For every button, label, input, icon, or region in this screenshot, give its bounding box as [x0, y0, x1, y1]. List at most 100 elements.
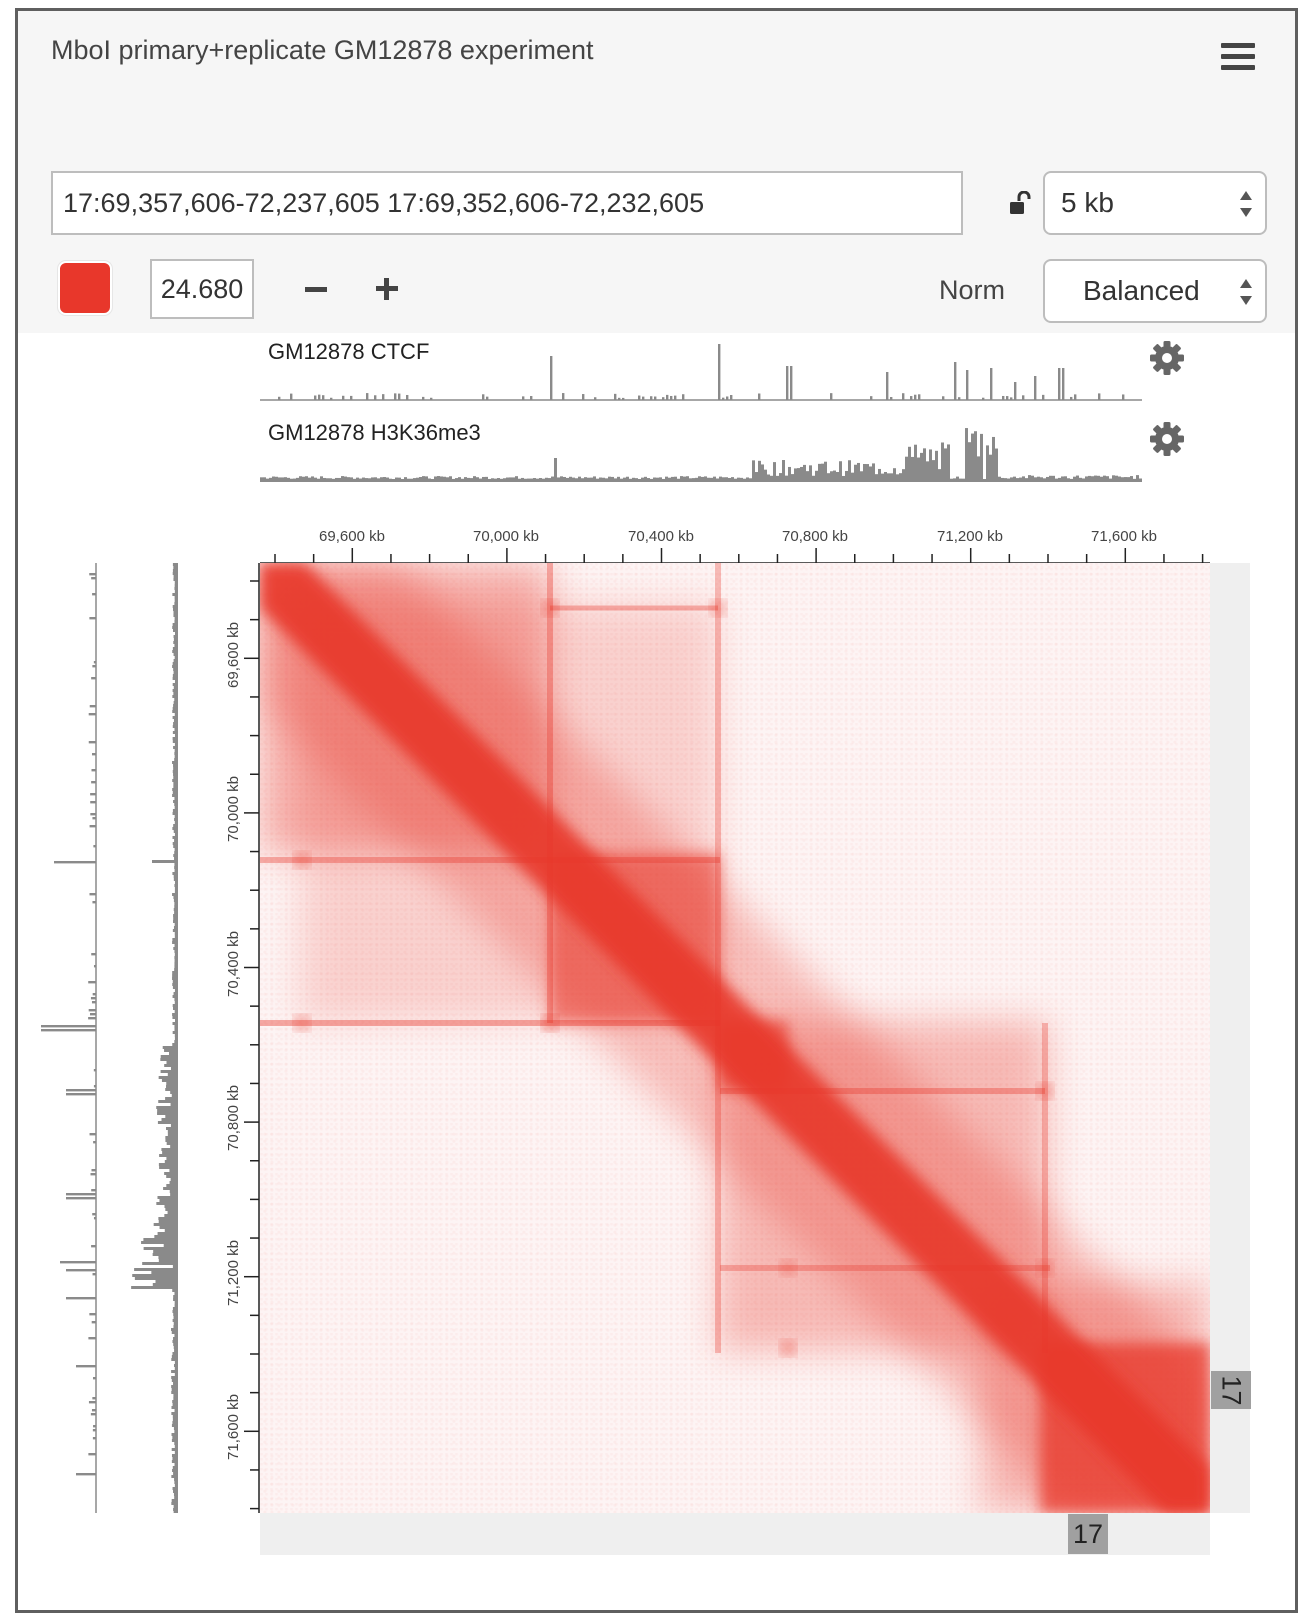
signal-bar: [491, 478, 494, 482]
signal-bar: [863, 463, 866, 482]
signal-bar: [590, 477, 593, 482]
signal-bar: [174, 602, 178, 605]
signal-bar: [173, 992, 178, 995]
signal-bar: [159, 1226, 178, 1229]
signal-bar: [380, 477, 383, 482]
signal-bar: [554, 458, 557, 482]
signal-bar: [161, 1148, 178, 1151]
signal-bar: [941, 442, 944, 482]
signal-bar: [1079, 477, 1082, 482]
signal-bar: [174, 989, 178, 992]
signal-bar: [172, 929, 178, 932]
signal-bar: [695, 477, 698, 482]
signal-bar: [368, 478, 371, 482]
signal-bar: [174, 749, 178, 752]
signal-bar: [1022, 395, 1025, 400]
signal-bar: [172, 647, 178, 650]
signal-bar: [1014, 382, 1017, 400]
signal-bar: [617, 476, 620, 482]
signal-bar: [54, 861, 96, 864]
gear-icon[interactable]: [1148, 339, 1186, 377]
signal-bar: [1136, 475, 1139, 482]
signal-bar: [550, 356, 553, 400]
decrease-scale-button[interactable]: [301, 275, 333, 303]
signal-bar: [157, 1196, 178, 1199]
normalization-select[interactable]: Balanced: [1043, 259, 1267, 323]
unlocked-padlock-icon[interactable]: [1008, 190, 1034, 217]
signal-bar: [66, 1269, 96, 1272]
signal-bar: [437, 476, 440, 482]
signal-bar: [91, 1321, 96, 1324]
signal-bar: [374, 395, 377, 400]
signal-bar: [174, 869, 178, 872]
signal-bar: [174, 1361, 178, 1364]
signal-bar: [92, 593, 96, 596]
signal-bar: [93, 1425, 96, 1428]
signal-bar: [172, 809, 178, 812]
signal-bar: [884, 471, 887, 482]
signal-bar: [845, 470, 848, 482]
signal-bar: [173, 668, 178, 671]
signal-bar: [172, 665, 178, 668]
signal-bar: [173, 692, 178, 695]
color-scale-max-input[interactable]: [150, 259, 254, 319]
signal-bar: [737, 477, 740, 482]
signal-bar: [854, 464, 857, 482]
resolution-select[interactable]: 5 kb: [1043, 171, 1267, 235]
signal-bar: [89, 705, 96, 708]
increase-scale-button[interactable]: [371, 273, 403, 305]
signal-bar: [545, 477, 548, 482]
signal-bar: [174, 1019, 178, 1022]
signal-bar: [172, 1403, 178, 1406]
signal-bar: [910, 396, 913, 400]
signal-bar: [172, 1415, 178, 1418]
signal-bar: [172, 1004, 178, 1007]
signal-bar: [332, 478, 335, 482]
signal-bar: [959, 478, 962, 482]
signal-bar: [174, 950, 178, 953]
signal-bar: [440, 476, 443, 482]
signal-bar: [682, 394, 685, 400]
signal-bar: [143, 1238, 178, 1241]
signal-bar: [172, 674, 178, 677]
signal-bar: [935, 450, 938, 482]
signal-bar: [942, 396, 945, 400]
resolution-value: 5 kb: [1061, 187, 1114, 218]
signal-bar: [174, 923, 178, 926]
signal-bar: [158, 1256, 178, 1259]
signal-bar: [172, 779, 178, 782]
signal-bar: [569, 476, 572, 482]
signal-bar: [172, 788, 178, 791]
signal-bar: [172, 1307, 178, 1310]
signal-bar: [698, 476, 701, 482]
hamburger-menu-icon[interactable]: [1221, 43, 1255, 73]
signal-bar: [929, 449, 932, 482]
contact-map[interactable]: [260, 563, 1210, 1513]
signal-bar: [174, 932, 178, 935]
signal-bar: [172, 1352, 178, 1355]
signal-bar: [166, 1157, 178, 1160]
signal-bar: [90, 793, 96, 796]
signal-bar: [160, 1058, 178, 1061]
signal-bar: [1121, 477, 1124, 482]
signal-bar: [172, 1436, 178, 1439]
signal-bar: [1103, 475, 1106, 482]
signal-bar: [998, 476, 1001, 482]
locus-input[interactable]: [51, 171, 963, 235]
signal-bar: [956, 476, 959, 482]
signal-bar: [174, 1349, 178, 1352]
signal-bar: [1006, 396, 1009, 400]
color-swatch[interactable]: [58, 261, 112, 315]
signal-bar: [173, 776, 178, 779]
signal-bar: [173, 701, 178, 704]
signal-bar: [91, 1189, 96, 1192]
signal-bar: [171, 1460, 178, 1463]
signal-bar: [172, 986, 178, 989]
gear-icon[interactable]: [1148, 420, 1186, 458]
signal-bar: [422, 476, 425, 482]
signal-bar: [980, 433, 983, 482]
signal-bar: [726, 396, 729, 400]
signal-bar: [171, 1376, 178, 1379]
signal-bar: [173, 1316, 178, 1319]
signal-bar: [173, 1322, 178, 1325]
